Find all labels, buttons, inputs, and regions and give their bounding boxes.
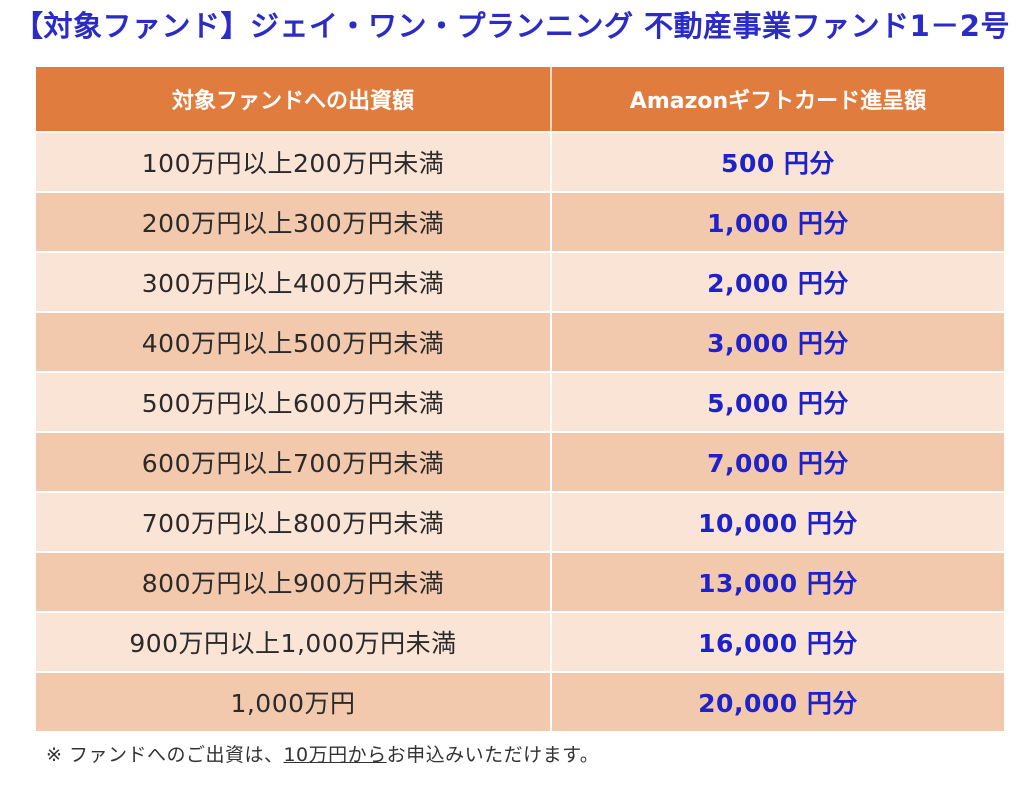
page-title: 【対象ファンド】ジェイ・ワン・プランニング 不動産事業ファンド1－2号 — [14, 9, 1010, 43]
header-investment-amount: 対象ファンドへの出資額 — [36, 67, 552, 133]
header-gift-amount: Amazonギフトカード進呈額 — [551, 67, 1004, 133]
table-row: 500万円以上600万円未満 5,000 円分 — [36, 372, 1004, 433]
investment-range-cell: 1,000万円 — [36, 672, 552, 733]
footnote: ※ ファンドへのご出資は、10万円からお申込みいただけます。 — [46, 740, 599, 767]
gift-amount-cell: 3,000 円分 — [551, 312, 1004, 373]
gift-amount-cell: 2,000 円分 — [551, 252, 1004, 313]
footnote-suffix: お申込みいただけます。 — [386, 744, 600, 766]
gift-amount-cell: 16,000 円分 — [551, 612, 1004, 673]
gift-amount-cell: 20,000 円分 — [551, 672, 1004, 733]
footnote-prefix: ※ ファンドへのご出資は、 — [46, 744, 284, 766]
table-row: 800万円以上900万円未満 13,000 円分 — [36, 552, 1004, 613]
table-row: 100万円以上200万円未満 500 円分 — [36, 132, 1004, 193]
gift-amount-cell: 13,000 円分 — [551, 552, 1004, 613]
table-row: 300万円以上400万円未満 2,000 円分 — [36, 252, 1004, 313]
investment-range-cell: 900万円以上1,000万円未満 — [36, 612, 552, 673]
gift-amount-cell: 10,000 円分 — [551, 492, 1004, 553]
investment-range-cell: 100万円以上200万円未満 — [36, 132, 552, 193]
investment-range-cell: 400万円以上500万円未満 — [36, 312, 552, 373]
gift-card-table: 対象ファンドへの出資額 Amazonギフトカード進呈額 100万円以上200万円… — [36, 67, 1004, 733]
investment-range-cell: 500万円以上600万円未満 — [36, 372, 552, 433]
gift-amount-cell: 5,000 円分 — [551, 372, 1004, 433]
gift-amount-cell: 500 円分 — [551, 132, 1004, 193]
table-row: 700万円以上800万円未満 10,000 円分 — [36, 492, 1004, 553]
gift-amount-cell: 1,000 円分 — [551, 192, 1004, 253]
footnote-minimum-amount: 10万円から — [283, 744, 387, 766]
investment-range-cell: 300万円以上400万円未満 — [36, 252, 552, 313]
investment-range-cell: 800万円以上900万円未満 — [36, 552, 552, 613]
table-row: 600万円以上700万円未満 7,000 円分 — [36, 432, 1004, 493]
investment-range-cell: 600万円以上700万円未満 — [36, 432, 552, 493]
investment-range-cell: 200万円以上300万円未満 — [36, 192, 552, 253]
table-row: 900万円以上1,000万円未満 16,000 円分 — [36, 612, 1004, 673]
table-row: 200万円以上300万円未満 1,000 円分 — [36, 192, 1004, 253]
gift-amount-cell: 7,000 円分 — [551, 432, 1004, 493]
investment-range-cell: 700万円以上800万円未満 — [36, 492, 552, 553]
table-row: 400万円以上500万円未満 3,000 円分 — [36, 312, 1004, 373]
table-header-row: 対象ファンドへの出資額 Amazonギフトカード進呈額 — [36, 67, 1004, 133]
table-row: 1,000万円 20,000 円分 — [36, 672, 1004, 733]
